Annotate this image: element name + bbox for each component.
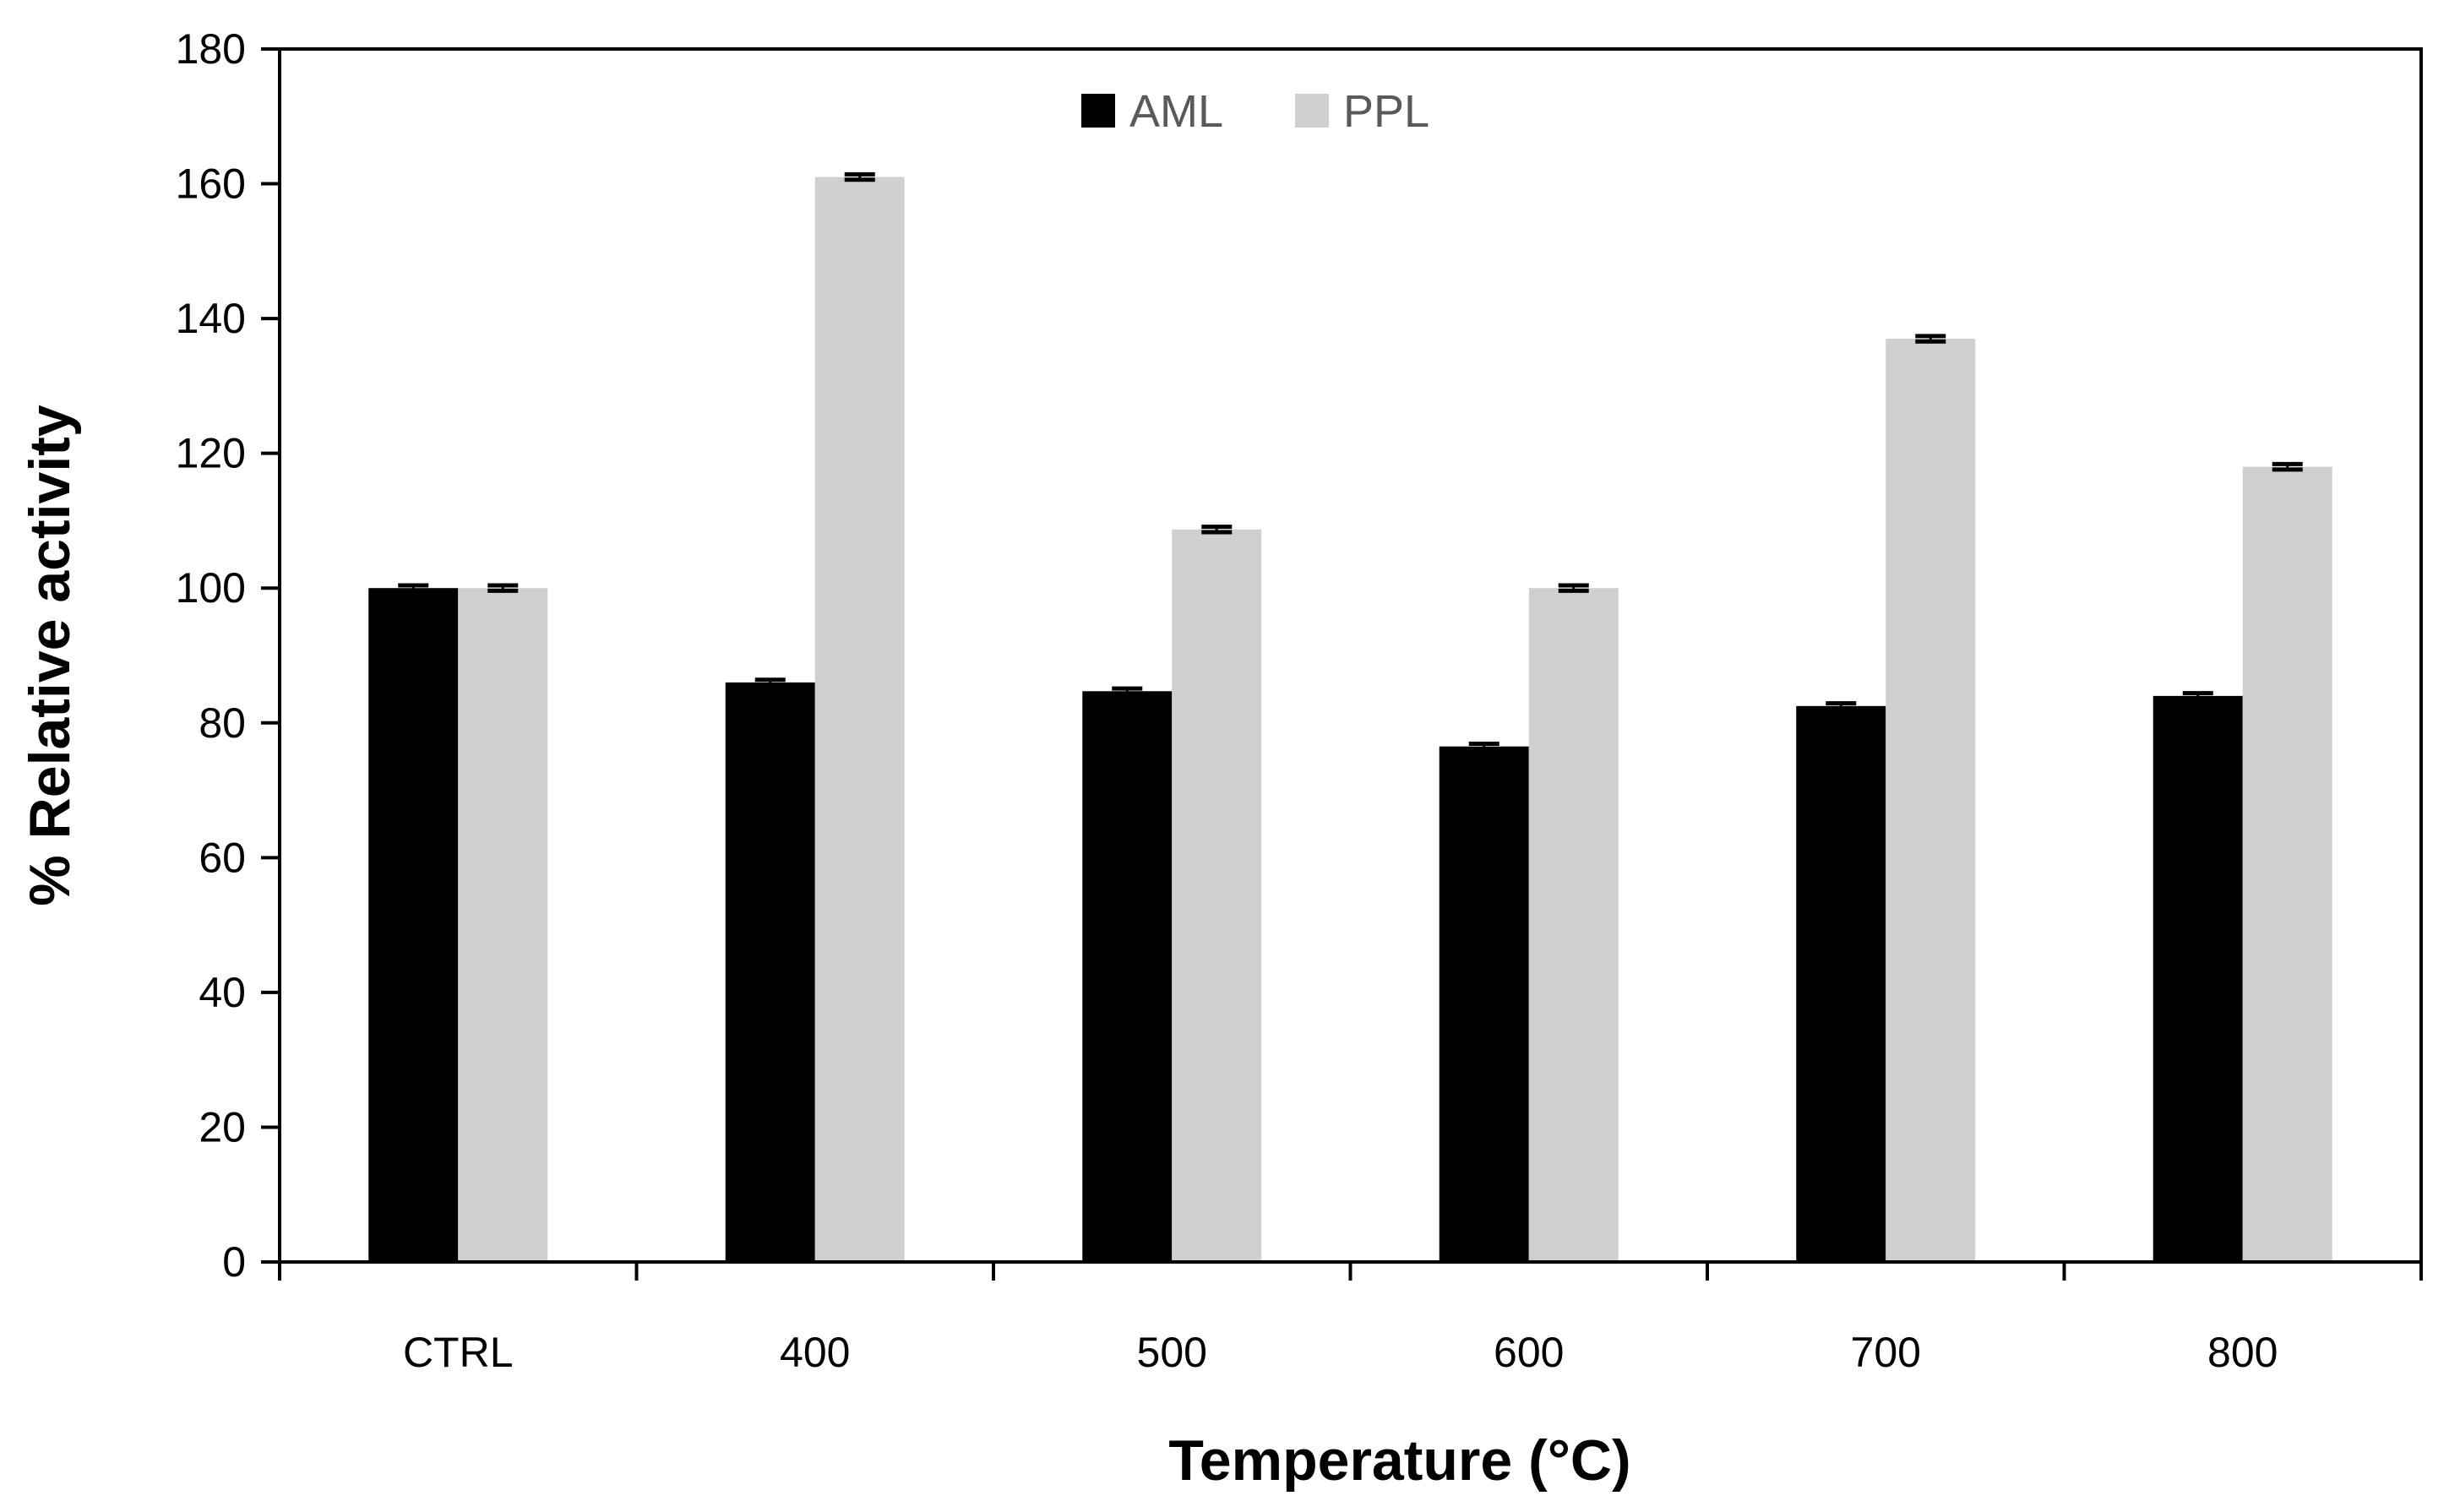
error-bar-ppl-800 — [2272, 461, 2303, 472]
error-bars-layer — [398, 171, 2303, 752]
error-bar-aml-ctrl — [398, 583, 429, 593]
bar-ppl-800 — [2242, 466, 2332, 1262]
bar-ppl-600 — [1528, 588, 1619, 1262]
bar-aml-500 — [1082, 691, 1173, 1262]
error-bar-aml-600 — [1468, 742, 1499, 752]
error-bar-ppl-ctrl — [487, 583, 519, 593]
bar-aml-600 — [1439, 746, 1529, 1262]
bar-ppl-700 — [1886, 339, 1976, 1262]
bar-aml-800 — [2152, 695, 2243, 1262]
x-axis: CTRL 400 500 600 700 800 — [278, 1262, 2423, 1376]
error-bar-aml-500 — [1112, 686, 1143, 696]
y-tick-label-20: 20 — [199, 1103, 246, 1150]
y-tick-label-0: 0 — [222, 1238, 246, 1286]
x-tick-label-800: 800 — [2207, 1329, 2278, 1376]
error-bar-ppl-500 — [1201, 525, 1233, 535]
legend-label-ppl: PPL — [1343, 86, 1429, 137]
bar-aml-700 — [1796, 705, 1886, 1262]
legend-label-aml: AML — [1129, 86, 1223, 137]
error-bar-ppl-400 — [844, 171, 875, 182]
error-bar-aml-400 — [754, 677, 786, 688]
y-tick-label-100: 100 — [176, 564, 246, 612]
error-bar-ppl-600 — [1558, 583, 1589, 593]
bar-aml-400 — [725, 682, 815, 1262]
x-tick-label-600: 600 — [1494, 1329, 1564, 1376]
x-tick-label-700: 700 — [1851, 1329, 1921, 1376]
y-tick-label-180: 180 — [176, 25, 246, 73]
y-tick-label-40: 40 — [199, 969, 246, 1016]
x-tick-label-500: 500 — [1137, 1329, 1207, 1376]
y-tick-label-140: 140 — [176, 295, 246, 342]
bar-ppl-ctrl — [458, 588, 548, 1262]
bar-aml-ctrl — [368, 588, 459, 1262]
bar-ppl-400 — [814, 177, 905, 1263]
y-tick-label-120: 120 — [176, 430, 246, 477]
error-bar-ppl-700 — [1915, 334, 1946, 344]
x-tick-label-ctrl: CTRL — [403, 1329, 514, 1376]
y-tick-label-60: 60 — [199, 834, 246, 881]
legend-swatch-aml — [1081, 94, 1115, 128]
error-bar-aml-800 — [2182, 691, 2213, 701]
y-axis: 0 20 40 60 80 100 120 140 160 180 — [176, 25, 280, 1286]
y-axis-title: % Relative activity — [18, 405, 82, 906]
bars-layer — [368, 177, 2332, 1263]
y-tick-label-80: 80 — [199, 699, 246, 747]
x-axis-title: Temperature (°C) — [1168, 1428, 1630, 1493]
y-tick-label-160: 160 — [176, 160, 246, 208]
error-bar-aml-700 — [1826, 701, 1857, 711]
bar-ppl-500 — [1172, 529, 1262, 1262]
x-tick-label-400: 400 — [780, 1329, 850, 1376]
legend-swatch-ppl — [1295, 94, 1329, 128]
legend: AML PPL — [1081, 86, 1429, 137]
